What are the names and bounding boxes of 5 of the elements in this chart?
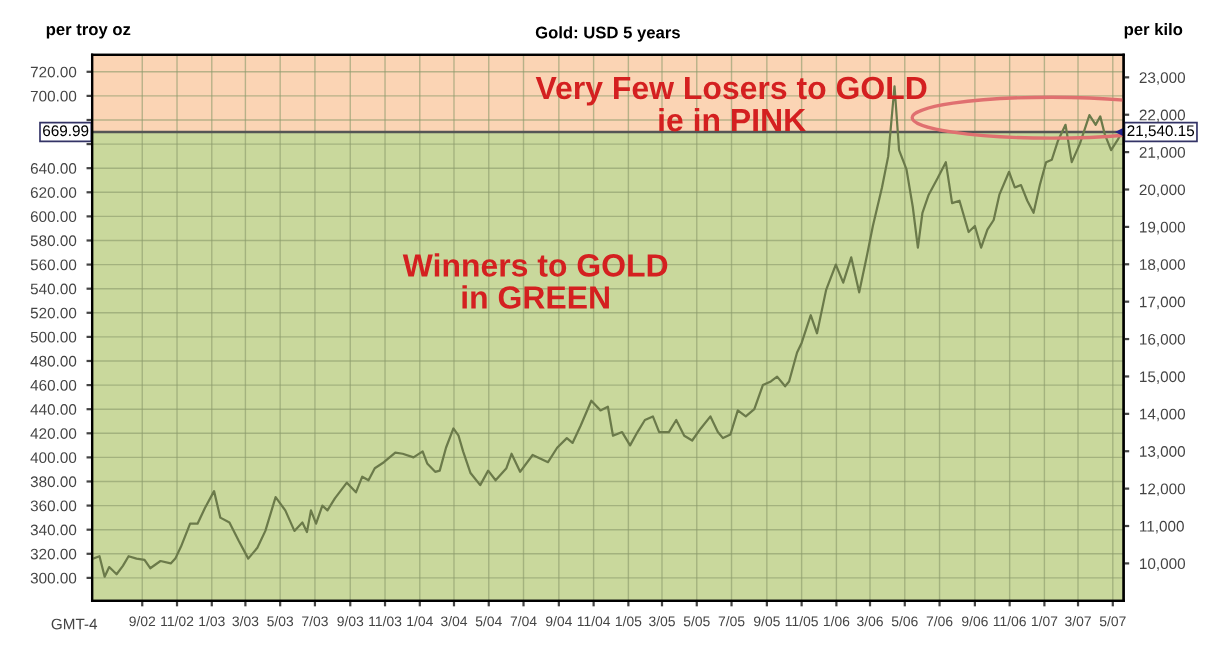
y2-axis-title: per kilo (1124, 23, 1183, 39)
chart-title: Gold: USD 5 years (535, 26, 680, 42)
annotation: Winners to GOLD in GREEN (402, 253, 668, 309)
y-axis-title: per troy oz (46, 24, 131, 39)
annotation: Very Few Losers to GOLD ie in PINK (535, 76, 927, 132)
